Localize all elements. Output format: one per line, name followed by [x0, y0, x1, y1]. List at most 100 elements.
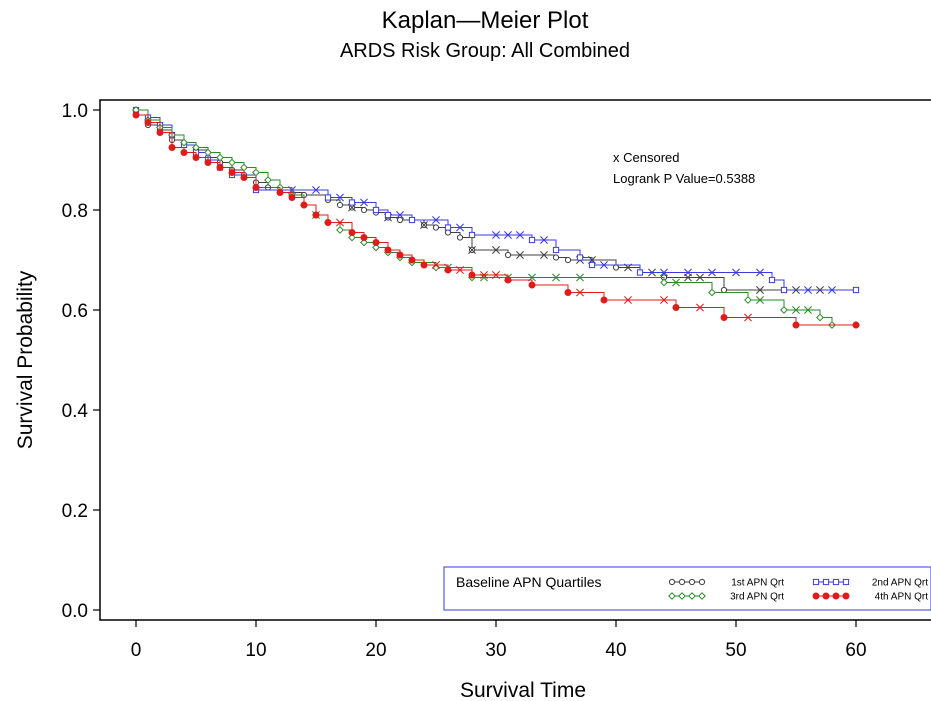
event-marker: [360, 234, 368, 241]
event-marker: [372, 239, 380, 246]
event-marker: [842, 578, 850, 586]
annotation-censored: x Censored: [613, 150, 679, 165]
event-marker: [444, 224, 452, 231]
survival-step-line: [136, 109, 856, 291]
event-marker: [168, 144, 176, 151]
event-marker: [564, 256, 572, 264]
event-marker: [678, 592, 686, 600]
survival-step-line: [136, 114, 856, 326]
event-marker: [842, 592, 850, 600]
series-2: [132, 106, 860, 294]
event-marker: [504, 251, 512, 259]
event-marker: [324, 194, 332, 201]
event-marker: [252, 168, 260, 177]
event-marker: [396, 251, 404, 259]
event-marker: [216, 153, 224, 162]
event-marker: [204, 159, 212, 166]
chart-subtitle: ARDS Risk Group: All Combined: [340, 40, 630, 62]
event-marker: [408, 256, 416, 264]
y-tick-label: 0.6: [62, 301, 88, 322]
event-marker: [780, 306, 788, 314]
event-marker: [336, 201, 344, 209]
event-marker: [444, 229, 452, 236]
x-axis: 0 10 20 30 40 50 60: [131, 620, 867, 661]
legend-item: 1st APN Qrt: [668, 578, 784, 589]
event-marker: [348, 199, 356, 206]
event-marker: [444, 266, 452, 274]
plot-area-frame: [99, 99, 931, 621]
censored-mark: [828, 286, 836, 294]
series-3: [132, 106, 860, 329]
censored-mark: [480, 271, 488, 279]
censored-mark: [684, 268, 692, 277]
legend-label: 3rd APN Qrt: [730, 592, 784, 603]
event-marker: [132, 111, 140, 119]
chart-title: Kaplan—Meier Plot: [382, 7, 589, 34]
event-marker: [240, 163, 248, 172]
censored-mark: [624, 296, 632, 304]
y-tick-label: 0.4: [62, 401, 89, 422]
legend-item: 2nd APN Qrt: [812, 578, 928, 589]
censored-mark: [336, 193, 344, 202]
event-marker: [228, 158, 236, 167]
event-marker: [832, 578, 840, 586]
event-marker: [528, 236, 536, 244]
event-marker: [768, 276, 776, 284]
censored-mark: [696, 303, 704, 312]
y-tick-label: 0.8: [62, 201, 88, 222]
event-marker: [780, 286, 788, 294]
censored-mark: [312, 186, 320, 194]
event-marker: [792, 321, 800, 329]
censored-mark: [732, 268, 740, 277]
censored-mark: [660, 296, 668, 304]
event-marker: [720, 286, 728, 294]
legend-box: [443, 566, 931, 611]
event-marker: [420, 261, 428, 269]
censored-mark: [504, 231, 512, 239]
censored-mark: [804, 286, 812, 294]
censored-mark: [576, 273, 584, 282]
censored-mark: [804, 306, 812, 314]
censored-mark: [744, 313, 752, 322]
event-marker: [822, 578, 830, 586]
legend-label: 2nd APN Qrt: [872, 578, 928, 589]
censored-mark: [516, 231, 524, 239]
event-marker: [192, 143, 200, 152]
event-marker: [668, 592, 676, 600]
event-marker: [612, 264, 620, 271]
censored-mark: [552, 273, 560, 282]
censored-mark: [456, 223, 464, 232]
event-marker: [468, 231, 476, 239]
censored-mark: [420, 221, 428, 229]
event-marker: [832, 592, 840, 600]
y-axis: 0.0 0.2 0.4 0.6 0.8 1.0: [62, 101, 100, 622]
event-marker: [822, 592, 830, 600]
censored-mark: [708, 268, 716, 277]
event-marker: [264, 176, 272, 184]
event-marker: [216, 164, 224, 171]
censored-mark: [660, 268, 668, 277]
event-marker: [528, 281, 536, 289]
legend: Baseline APN Quartiles 1st APN Qrt 2nd AP…: [443, 566, 931, 611]
event-marker: [504, 276, 512, 284]
censored-mark: [600, 261, 608, 269]
event-marker: [852, 286, 860, 294]
event-marker: [720, 314, 728, 321]
event-marker: [708, 288, 716, 297]
censored-mark: [432, 216, 440, 224]
event-marker: [698, 592, 706, 600]
legend-title: Baseline APN Quartiles: [456, 574, 602, 590]
event-marker: [384, 246, 392, 254]
censored-mark: [756, 296, 764, 304]
legend-label: 4th APN Qrt: [875, 592, 929, 603]
event-marker: [432, 224, 440, 231]
event-marker: [348, 233, 356, 242]
event-marker: [288, 194, 296, 201]
event-marker: [180, 138, 188, 147]
censored-mark: [576, 288, 584, 297]
x-tick-label: 50: [725, 640, 746, 661]
event-marker: [228, 169, 236, 176]
censored-mark: [360, 198, 368, 207]
event-marker: [348, 229, 356, 236]
event-marker: [636, 269, 644, 276]
